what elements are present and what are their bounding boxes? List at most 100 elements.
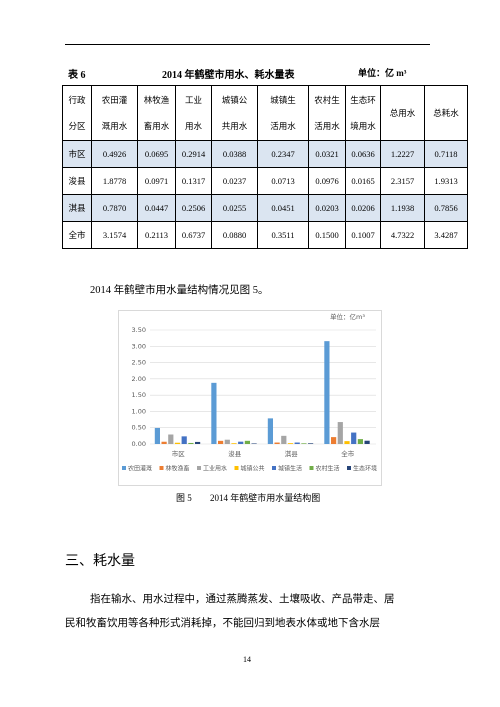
table-cell: 0.0695 xyxy=(137,140,176,168)
table-unit: 单位：亿 m³ xyxy=(358,68,407,78)
bar xyxy=(188,442,194,444)
header-text: 总耗水 xyxy=(433,108,459,118)
legend-label: 农村生活 xyxy=(316,465,340,473)
header-text: 总用水 xyxy=(389,108,416,118)
bar xyxy=(154,427,160,444)
table-cell: 淇县 xyxy=(62,194,92,222)
header-text: 用水 xyxy=(184,120,202,131)
legend-label: 工业用水 xyxy=(203,465,227,473)
header-cell: 农田灌 溉用水 xyxy=(91,85,138,141)
table-cell: 0.0451 xyxy=(257,194,309,222)
bar xyxy=(344,441,350,444)
table-cell: 0.7856 xyxy=(424,194,468,222)
table-cell: 0.0447 xyxy=(137,194,176,222)
header-text: 分区 xyxy=(68,120,86,131)
header-cell: 林牧渔 畜用水 xyxy=(137,85,176,141)
table-cell: 0.2347 xyxy=(257,140,309,168)
table-title: 2014 年鹤壁市用水、耗水量表 xyxy=(162,70,295,81)
header-cell: 总用水 xyxy=(380,85,425,141)
table-row: 淇县 0.7870 0.0447 0.2506 0.0255 0.0451 0.0203 0.… xyxy=(62,194,468,222)
y-tick-label: 1.00 xyxy=(132,407,146,415)
header-text: 活用水 xyxy=(270,120,296,131)
y-tick-label: 0.50 xyxy=(132,424,146,432)
paragraph-line: 指在输水、用水过程中，通过蒸腾蒸发、土壤吸收、产品带走、居 xyxy=(90,594,395,605)
bar xyxy=(308,443,314,444)
table-cell: 0.0636 xyxy=(345,140,381,168)
intro-text: 2014 年鹤壁市用水量结构情况见图 5。 xyxy=(90,285,269,296)
header-text: 畜用水 xyxy=(143,120,170,131)
section-heading: 三、耗水量 xyxy=(65,553,135,569)
table-row: 市区 0.4926 0.0695 0.2914 0.0388 0.2347 0.0321 0.… xyxy=(62,140,468,168)
table-cell: 0.2506 xyxy=(175,194,212,222)
table-cell: 0.0388 xyxy=(211,140,258,168)
header-text: 生态环 xyxy=(350,94,376,105)
header-text: 境用水 xyxy=(350,120,376,131)
header-cell: 农村生 活用水 xyxy=(308,85,346,141)
page-number: 14 xyxy=(243,655,251,664)
legend-swatch xyxy=(197,466,201,470)
bar xyxy=(364,440,370,444)
y-tick-label: 0.00 xyxy=(132,440,146,448)
table-cell: 0.0203 xyxy=(308,194,346,222)
bar xyxy=(267,418,273,444)
legend-label: 生态环境 xyxy=(353,465,377,473)
y-tick-label: 3.50 xyxy=(132,326,146,334)
bar xyxy=(251,443,257,444)
table-cell: 0.4926 xyxy=(91,140,138,168)
bar xyxy=(244,440,250,444)
header-text: 行政 xyxy=(68,94,86,105)
header-text: 林牧渔 xyxy=(143,94,170,105)
bar xyxy=(224,439,230,444)
bar xyxy=(294,442,300,444)
table-cell: 0.0880 xyxy=(211,221,258,249)
legend-swatch xyxy=(122,466,126,470)
header-cell: 总耗水 xyxy=(424,85,468,141)
table-cell: 0.7870 xyxy=(91,194,138,222)
table-cell: 4.7322 xyxy=(380,221,425,249)
header-text: 工业 xyxy=(184,94,202,105)
table-cell: 1.1938 xyxy=(380,194,425,222)
table-cell: 3.1574 xyxy=(91,221,138,249)
table-cell: 2.3157 xyxy=(380,167,425,195)
y-tick-label: 1.50 xyxy=(132,391,146,399)
table-row: 浚县 1.8778 0.0971 0.1317 0.0237 0.0713 0.0976 0.… xyxy=(62,167,468,195)
legend-label: 林牧渔畜 xyxy=(166,465,190,473)
table-cell: 市区 xyxy=(62,140,92,168)
header-cell: 行政 分区 xyxy=(62,85,92,141)
table-cell: 0.6737 xyxy=(175,221,212,249)
bar xyxy=(181,436,187,444)
table-cell: 0.0971 xyxy=(137,167,176,195)
table-cell: 1.2227 xyxy=(380,140,425,168)
header-text: 共用水 xyxy=(221,120,248,131)
table-cell: 0.0321 xyxy=(308,140,346,168)
x-tick-label: 市区 xyxy=(172,449,186,458)
header-text: 活用水 xyxy=(314,120,340,131)
table-cell: 0.2113 xyxy=(137,221,176,249)
table-cell: 0.3511 xyxy=(257,221,309,249)
paragraph-line: 民和牧畜饮用等各种形式消耗掉，不能回归到地表水体或地下含水层 xyxy=(65,618,380,629)
x-tick-label: 全市 xyxy=(341,449,355,458)
header-text: 溉用水 xyxy=(101,120,128,131)
y-tick-label: 2.50 xyxy=(132,359,146,367)
table-cell: 0.0237 xyxy=(211,167,258,195)
figure-number: 图 5 xyxy=(176,493,192,503)
header-cell: 生态环 境用水 xyxy=(345,85,381,141)
table-cell: 0.0206 xyxy=(345,194,381,222)
bar xyxy=(357,439,363,444)
chart: 单位：亿m³ 0.00 0.50 1.00 1.50 2.00 2.50 3.00 3.50 市… xyxy=(118,310,382,486)
bar xyxy=(168,434,174,444)
bar xyxy=(211,382,217,444)
header-cell: 城镇生 活用水 xyxy=(257,85,309,141)
table-cell: 0.1500 xyxy=(308,221,346,249)
bar xyxy=(281,435,287,444)
table-cell: 0.1317 xyxy=(175,167,212,195)
header-cell: 工业 用水 xyxy=(175,85,212,141)
table-cell: 0.1007 xyxy=(345,221,381,249)
header-text: 农村生 xyxy=(314,94,340,105)
header-text: 城镇生 xyxy=(270,94,296,105)
table-cell: 3.4287 xyxy=(424,221,468,249)
bar xyxy=(331,437,337,444)
header-text: 城镇公 xyxy=(221,94,248,105)
bar xyxy=(161,441,167,444)
